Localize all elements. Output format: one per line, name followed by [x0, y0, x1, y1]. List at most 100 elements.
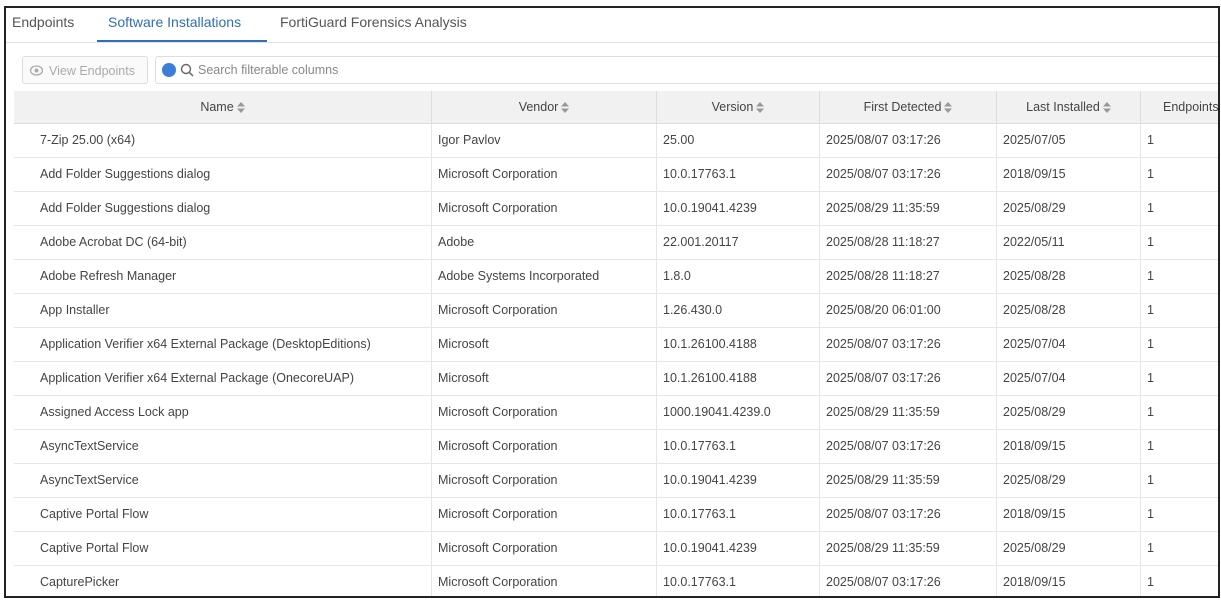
table-cell: 2025/08/29 11:35:59 — [820, 192, 997, 225]
table-cell: 1 — [1141, 158, 1218, 191]
table-cell: 2025/08/07 03:17:26 — [820, 430, 997, 463]
table-cell: Adobe Systems Incorporated — [432, 260, 657, 293]
table-row[interactable]: App Installer Microsoft Corporation 1.26.4… — [14, 294, 1218, 328]
table-cell: 2018/09/15 — [997, 566, 1141, 596]
table-row[interactable]: AsyncTextService Microsoft Corporation 10.… — [14, 464, 1218, 498]
table-row[interactable]: Adobe Acrobat DC (64-bit) Adobe 22.001.201… — [14, 226, 1218, 260]
table-row[interactable]: Assigned Access Lock app Microsoft Corpor… — [14, 396, 1218, 430]
table-cell: Assigned Access Lock app — [14, 396, 432, 429]
table-cell: AsyncTextService — [14, 430, 432, 463]
table-row[interactable]: CapturePicker Microsoft Corporation 10.0.1… — [14, 566, 1218, 596]
table-cell: Microsoft Corporation — [432, 396, 657, 429]
table-cell: 2018/09/15 — [997, 498, 1141, 531]
sort-icon[interactable] — [753, 100, 765, 114]
table-cell: 1 — [1141, 532, 1218, 565]
table-row[interactable]: AsyncTextService Microsoft Corporation 10.… — [14, 430, 1218, 464]
eye-icon — [30, 65, 43, 76]
table-cell: Microsoft Corporation — [432, 532, 657, 565]
table-cell: 1 — [1141, 464, 1218, 497]
button-label: View Endpoints — [49, 64, 135, 78]
table-cell: 2025/08/29 — [997, 464, 1141, 497]
table-cell: App Installer — [14, 294, 432, 327]
table-cell: AsyncTextService — [14, 464, 432, 497]
table-cell: 1000.19041.4239.0 — [657, 396, 820, 429]
column-header[interactable]: Name — [14, 91, 432, 123]
table-cell: Microsoft — [432, 362, 657, 395]
table-cell: 10.0.19041.4239 — [657, 192, 820, 225]
search-placeholder: Search filterable columns — [198, 63, 339, 77]
table-cell: 2025/08/28 11:18:27 — [820, 226, 997, 259]
search-box[interactable]: Search filterable columns — [155, 56, 1218, 84]
table-row[interactable]: Captive Portal Flow Microsoft Corporation… — [14, 532, 1218, 566]
table-cell: 1 — [1141, 260, 1218, 293]
table-row[interactable]: Add Folder Suggestions dialog Microsoft C… — [14, 192, 1218, 226]
table-cell: Microsoft Corporation — [432, 464, 657, 497]
table-cell: Captive Portal Flow — [14, 532, 432, 565]
table-cell: 2018/09/15 — [997, 430, 1141, 463]
column-title: Last Installed — [1026, 100, 1100, 114]
sort-icon[interactable] — [1100, 100, 1111, 114]
table-row[interactable]: 7-Zip 25.00 (x64) Igor Pavlov 25.00 2025/08… — [14, 124, 1218, 158]
table-row[interactable]: Captive Portal Flow Microsoft Corporation… — [14, 498, 1218, 532]
table-row[interactable]: Application Verifier x64 External Packag… — [14, 328, 1218, 362]
table-cell: 2025/07/04 — [997, 362, 1141, 395]
sort-icon[interactable] — [234, 100, 245, 114]
tab[interactable]: FortiGuard Forensics Analysis — [280, 14, 467, 30]
column-title: Version — [711, 100, 754, 114]
table-cell: 2025/08/07 03:17:26 — [820, 158, 997, 191]
table-cell: CapturePicker — [14, 566, 432, 596]
table-cell: Application Verifier x64 External Packag… — [14, 362, 432, 395]
software-panel: Endpoints Software Installations FortiGuar… — [4, 6, 1220, 598]
sort-icon[interactable] — [558, 100, 570, 114]
table-cell: 2025/08/07 03:17:26 — [820, 362, 997, 395]
table-cell: Add Folder Suggestions dialog — [14, 192, 432, 225]
table-cell: 2025/08/07 03:17:26 — [820, 498, 997, 531]
table-cell: 1 — [1141, 430, 1218, 463]
table-cell: 2025/08/29 11:35:59 — [820, 396, 997, 429]
tab[interactable]: Software Installations — [108, 14, 242, 30]
sort-icon[interactable] — [941, 100, 953, 114]
table-cell: 1 — [1141, 226, 1218, 259]
table-cell: Add Folder Suggestions dialog — [14, 158, 432, 191]
tab-separator — [6, 42, 1218, 43]
column-title: First Detected — [863, 100, 942, 114]
column-header[interactable]: Version — [657, 91, 820, 123]
table-cell: 1 — [1141, 498, 1218, 531]
table-cell: 1 — [1141, 192, 1218, 225]
table-cell: Microsoft Corporation — [432, 192, 657, 225]
search-icon — [180, 63, 194, 77]
table-cell: Microsoft Corporation — [432, 498, 657, 531]
table-row[interactable]: Adobe Refresh Manager Adobe Systems Incor… — [14, 260, 1218, 294]
table-cell: 2025/08/29 11:35:59 — [820, 464, 997, 497]
table-cell: 10.0.19041.4239 — [657, 532, 820, 565]
column-header[interactable]: Vendor — [432, 91, 657, 123]
column-header[interactable]: First Detected — [820, 91, 997, 123]
table-cell: Adobe — [432, 226, 657, 259]
table-cell: Captive Portal Flow — [14, 498, 432, 531]
view-endpoints-button[interactable]: View Endpoints — [22, 56, 148, 84]
table-cell: Igor Pavlov — [432, 124, 657, 157]
table-row[interactable]: Add Folder Suggestions dialog Microsoft C… — [14, 158, 1218, 192]
tab[interactable]: Endpoints — [12, 14, 75, 30]
table-cell: 1 — [1141, 328, 1218, 361]
column-header[interactable]: Last Installed — [997, 91, 1141, 123]
column-title: Vendor — [518, 100, 559, 114]
table-row[interactable]: Application Verifier x64 External Packag… — [14, 362, 1218, 396]
table-cell: 2025/08/28 — [997, 294, 1141, 327]
table-cell: 1.8.0 — [657, 260, 820, 293]
table-cell: 10.0.17763.1 — [657, 566, 820, 596]
column-header: Endpoints — [1141, 91, 1218, 123]
table-cell: 2025/08/28 11:18:27 — [820, 260, 997, 293]
table-cell: 2025/08/07 03:17:26 — [820, 566, 997, 596]
table-cell: 2025/07/04 — [997, 328, 1141, 361]
header-row: Name Vendor Version First Detected Last Inst… — [14, 91, 1218, 124]
table-cell: 10.1.26100.4188 — [657, 362, 820, 395]
table-cell: 10.0.19041.4239 — [657, 464, 820, 497]
table-cell: 1 — [1141, 362, 1218, 395]
table-cell: 2022/05/11 — [997, 226, 1141, 259]
table-cell: 1 — [1141, 124, 1218, 157]
table-cell: 1.26.430.0 — [657, 294, 820, 327]
table-cell: Application Verifier x64 External Packag… — [14, 328, 432, 361]
table-cell: 7-Zip 25.00 (x64) — [14, 124, 432, 157]
